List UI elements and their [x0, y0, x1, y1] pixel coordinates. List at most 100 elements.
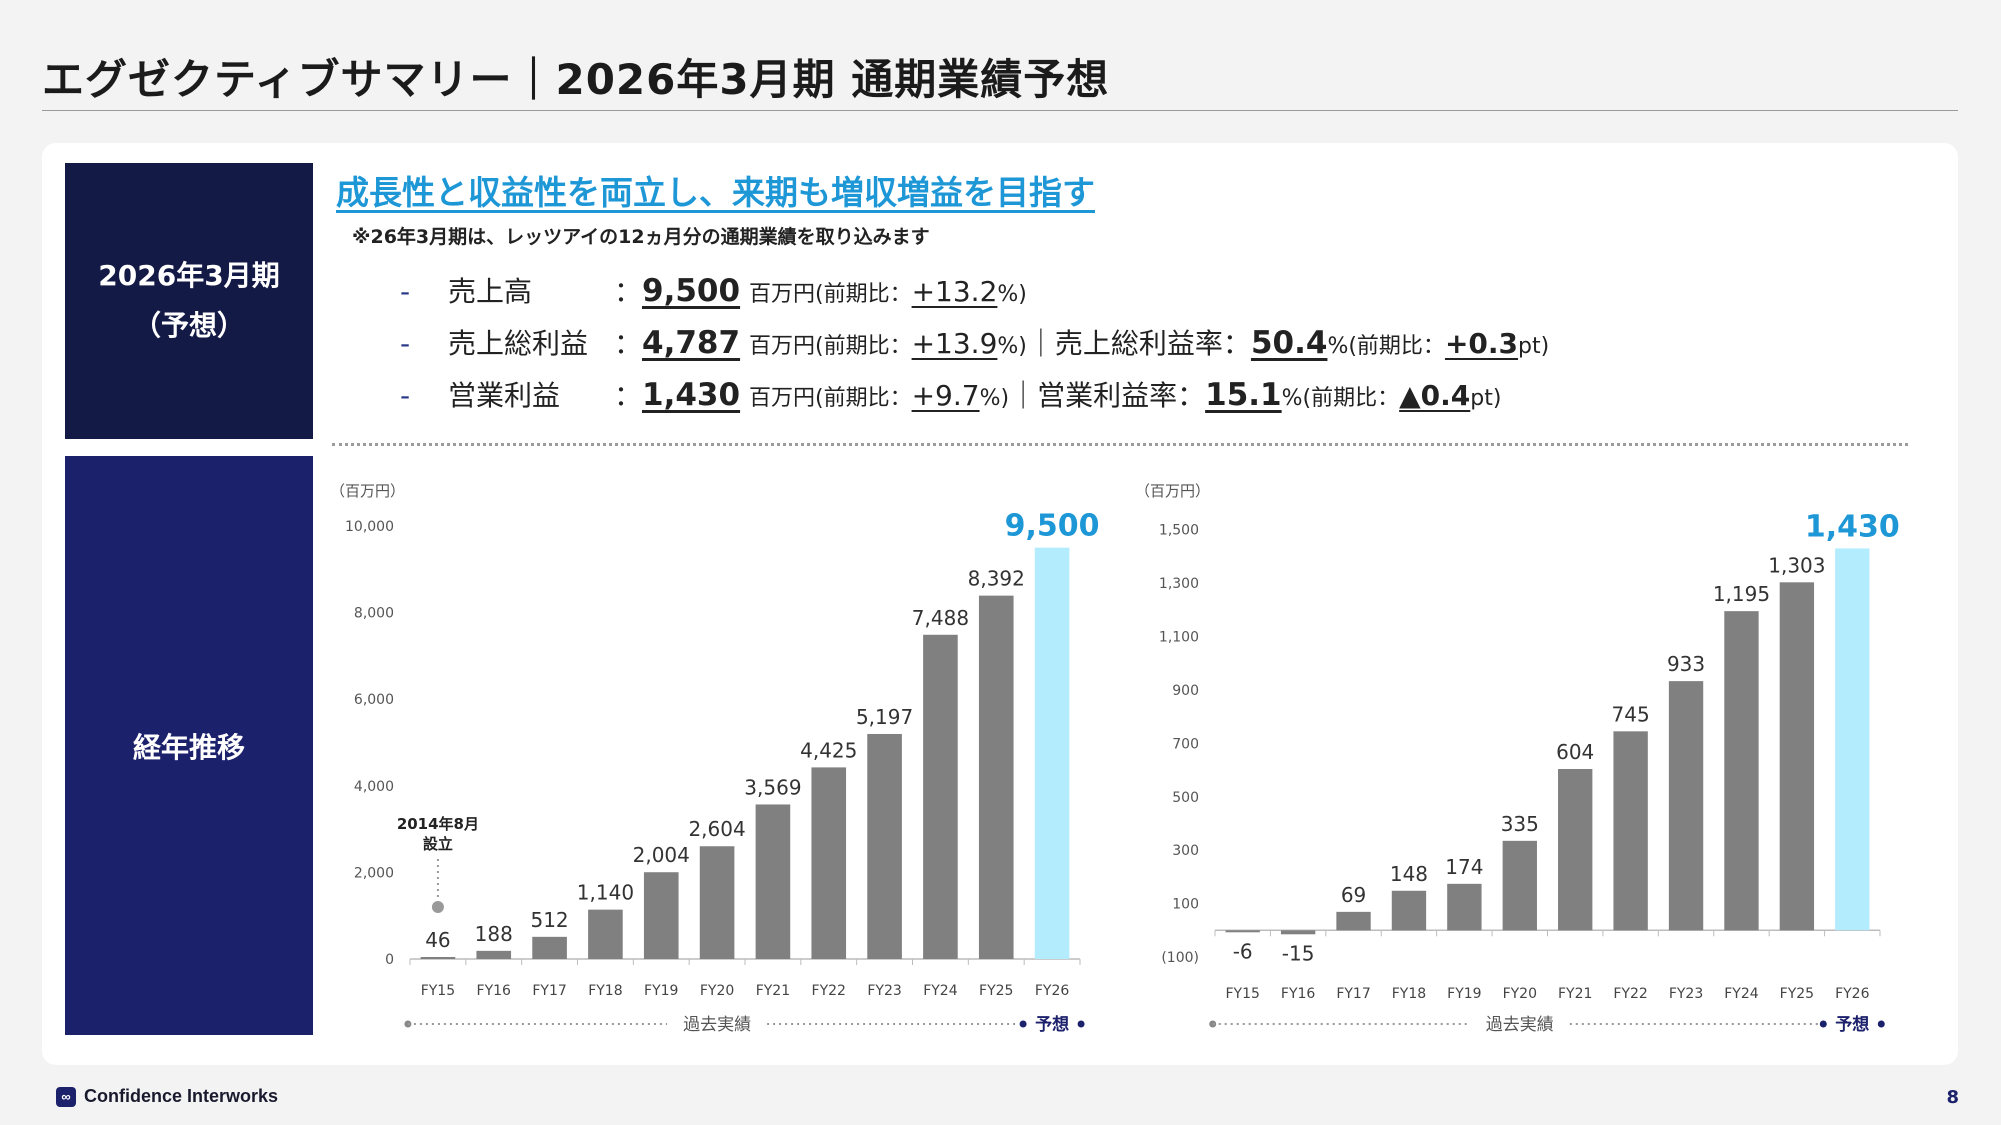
metric-unit: 百万円 [748, 386, 815, 411]
bar [420, 957, 456, 960]
y-tick-label: 8,000 [354, 606, 394, 622]
bar [1502, 840, 1537, 931]
value-label: 3,569 [744, 775, 801, 799]
bar [1280, 930, 1316, 935]
metric-extra-yoy-unit: pt) [1518, 334, 1550, 359]
value-label: 5,197 [856, 705, 913, 729]
value-label: 2,004 [633, 843, 690, 867]
bar [1779, 582, 1815, 931]
value-label: 933 [1667, 652, 1705, 676]
page-number: 8 [1946, 1087, 1959, 1108]
metric-label: 営業利益 [448, 379, 561, 412]
legend-forecast: 予想 [1035, 1014, 1069, 1035]
value-label: 1,140 [577, 881, 634, 905]
metric-separator: ｜ [1009, 379, 1038, 412]
bar [1391, 890, 1427, 931]
annotation-dot [431, 901, 444, 914]
y-tick-label: 1,100 [1159, 630, 1199, 646]
metric-yoy: +13.9 [911, 327, 998, 360]
title-divider [42, 110, 1958, 111]
metric-label: 売上高 [448, 275, 533, 308]
legend-actual: 過去実績 [1486, 1015, 1554, 1035]
x-tick-label: FY16 [1281, 986, 1316, 1002]
forecast-value-label: 1,430 [1805, 509, 1900, 544]
bar [755, 804, 791, 959]
metric-extra-yoy-unit: pt) [1470, 386, 1502, 411]
note: ※26年3月期は、レッツアイの12ヵ月分の通期業績を取り込みます [352, 226, 930, 248]
bar [643, 872, 679, 959]
metric-unit: 百万円 [748, 282, 815, 307]
metric-label: 売上総利益 [448, 327, 589, 360]
x-tick-label: FY20 [1503, 986, 1537, 1002]
headline: 成長性と収益性を両立し、来期も増収増益を目指す [336, 173, 1095, 212]
forecast-bar [1835, 548, 1870, 931]
metric-yoy-unit: %) [979, 386, 1010, 411]
x-tick-label: FY26 [1835, 986, 1870, 1002]
bullet-dash: - [400, 327, 411, 360]
metric-separator: ｜ [1026, 327, 1055, 360]
forecast-bar [1034, 547, 1070, 959]
value-label: 8,392 [968, 567, 1025, 591]
bar [978, 595, 1014, 959]
bar [1558, 768, 1593, 931]
metric-yoy: +13.2 [911, 275, 998, 308]
bar [1613, 731, 1648, 931]
x-tick-label: FY22 [812, 983, 846, 999]
company-logo: ∞ Confidence Interworks [56, 1086, 278, 1107]
value-label: 174 [1445, 855, 1483, 879]
metric-extra-yoy-prefix: (前期比： [1302, 386, 1400, 411]
x-tick-label: FY23 [1669, 986, 1703, 1002]
value-label: 745 [1612, 702, 1650, 726]
bar [588, 909, 623, 959]
metric-unit: 百万円 [748, 334, 815, 359]
sidebar-forecast-period: 2026年3月期 [98, 259, 280, 292]
value-label: 46 [425, 928, 450, 952]
operating-profit-chart: (100) 100 300 500 700 900 1,100 1,300 1,500 -6 FY1… [1159, 509, 1900, 1035]
x-tick-label: FY25 [979, 983, 1013, 999]
x-tick-label: FY23 [867, 983, 901, 999]
x-tick-label: FY15 [421, 983, 455, 999]
value-label: 148 [1390, 862, 1428, 886]
logo-text: Confidence Interworks [84, 1086, 279, 1106]
timeline-dot [404, 1020, 412, 1028]
op-chart-unit: （百万円） [1135, 482, 1211, 500]
y-tick-label: 1,500 [1159, 523, 1199, 539]
value-label: 2,604 [688, 817, 745, 841]
metric-extra-label: 売上総利益率： [1054, 327, 1251, 360]
bar [532, 936, 567, 959]
value-label: 7,488 [912, 606, 969, 630]
value-label: 69 [1341, 883, 1366, 907]
forecast-dot [1819, 1020, 1827, 1028]
metric-yoy-unit: %) [997, 334, 1027, 359]
forecast-dot [1877, 1020, 1885, 1028]
metric-extra-unit: % [1327, 334, 1349, 359]
bar [476, 950, 512, 959]
x-tick-label: FY21 [1558, 986, 1592, 1002]
y-tick-label: 100 [1172, 897, 1199, 913]
y-tick-label: 500 [1172, 790, 1199, 806]
value-label: -15 [1282, 941, 1315, 965]
metric-yoy-prefix: (前期比： [815, 282, 912, 307]
y-tick-label: 1,300 [1159, 576, 1199, 592]
x-tick-label: FY19 [1447, 986, 1481, 1002]
x-tick-label: FY18 [1392, 986, 1426, 1002]
value-label: 1,195 [1713, 582, 1770, 606]
metric-extra-yoy: +0.3 [1444, 327, 1518, 360]
bullet-dash: - [400, 379, 411, 412]
annotation-line2: 設立 [423, 835, 453, 853]
metric-row-sales: - 売上高 ：9,500 百万円(前期比：+13.2%) [400, 270, 1027, 310]
annotation-line1: 2014年8月 [397, 815, 479, 833]
y-tick-label: 4,000 [354, 779, 394, 795]
bar [1336, 911, 1371, 931]
forecast-dot [1019, 1020, 1027, 1028]
bar [1225, 930, 1260, 933]
bar [699, 846, 735, 959]
bar [811, 767, 847, 959]
value-label: 4,425 [800, 738, 857, 762]
bullet-dash: - [400, 275, 411, 308]
y-tick-label: 300 [1172, 843, 1199, 859]
metric-extra-value: 15.1 [1205, 377, 1282, 413]
value-label: 512 [530, 908, 568, 932]
value-label: 335 [1501, 812, 1539, 836]
legend-actual: 過去実績 [683, 1015, 751, 1035]
